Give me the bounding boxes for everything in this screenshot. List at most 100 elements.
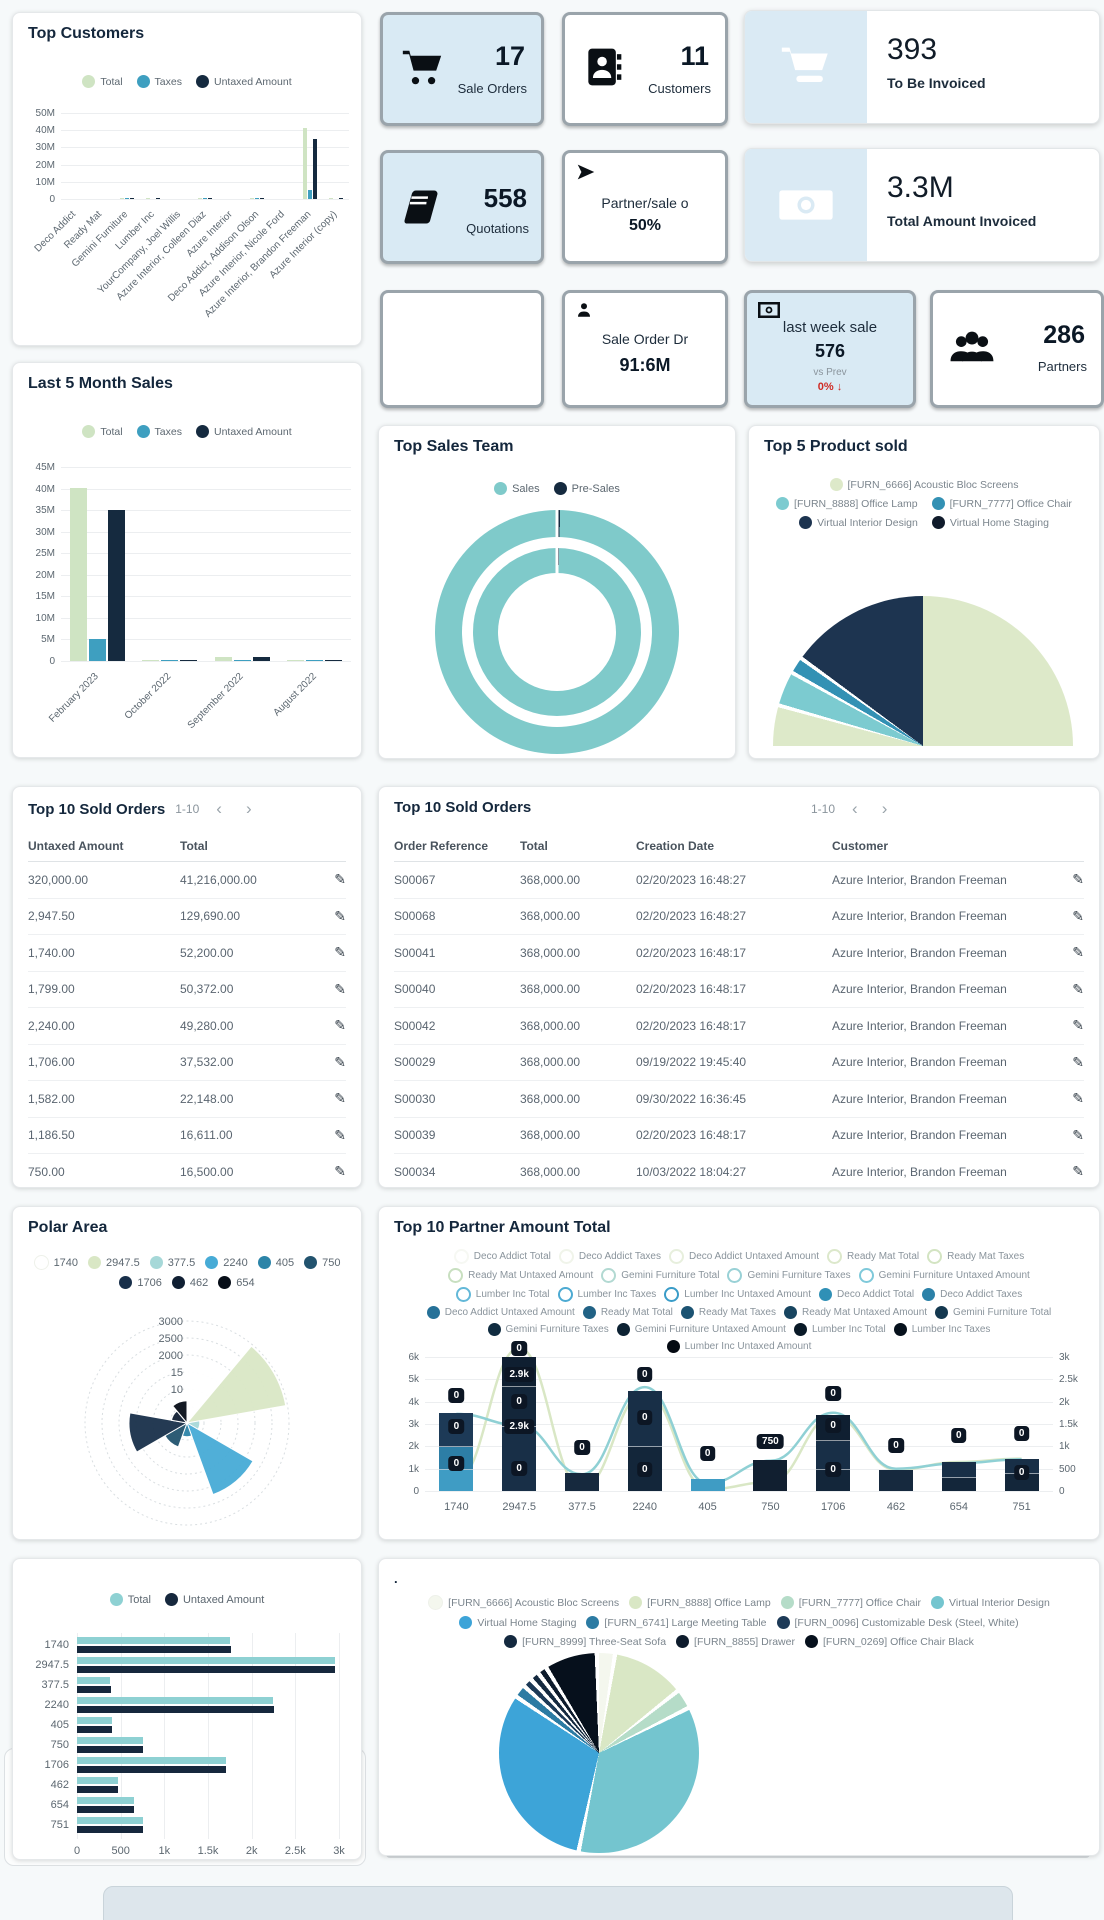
- legend-item[interactable]: [FURN_8888] Office Lamp: [776, 497, 918, 510]
- legend-item[interactable]: [FURN_6666] Acoustic Bloc Screens: [829, 478, 1019, 491]
- edit-icon[interactable]: ✎: [1072, 1053, 1084, 1070]
- legend-item[interactable]: Untaxed Amount: [195, 425, 292, 438]
- legend-item[interactable]: Gemini Furniture Total: [935, 1306, 1051, 1319]
- legend-item[interactable]: Sales: [494, 482, 540, 495]
- legend-item[interactable]: [FURN_6666] Acoustic Bloc Screens: [428, 1595, 619, 1610]
- legend-item[interactable]: 2947.5: [88, 1256, 140, 1269]
- legend-item[interactable]: Taxes: [136, 425, 182, 438]
- edit-icon[interactable]: ✎: [334, 944, 346, 961]
- legend-item[interactable]: 654: [218, 1276, 255, 1289]
- legend-item[interactable]: Lumber Inc Total: [455, 1287, 550, 1302]
- legend-item[interactable]: Ready Mat Untaxed Amount: [448, 1268, 593, 1283]
- legend-item[interactable]: Deco Addict Taxes: [922, 1288, 1022, 1301]
- edit-icon[interactable]: ✎: [334, 1090, 346, 1107]
- legend-item[interactable]: Lumber Inc Taxes: [893, 1323, 990, 1336]
- legend-item[interactable]: 377.5: [149, 1256, 195, 1269]
- legend-swatch: [793, 1323, 807, 1336]
- edit-icon[interactable]: ✎: [334, 980, 346, 997]
- legend-item[interactable]: Total: [82, 425, 123, 438]
- edit-icon[interactable]: ✎: [334, 1053, 346, 1070]
- legend-item[interactable]: Deco Addict Untaxed Amount: [426, 1306, 575, 1319]
- legend-item[interactable]: [FURN_8888] Office Lamp: [629, 1596, 771, 1609]
- legend-item[interactable]: [FURN_6741] Large Meeting Table: [586, 1616, 767, 1629]
- legend-swatch: [931, 497, 945, 510]
- edit-icon[interactable]: ✎: [334, 1163, 346, 1180]
- edit-icon[interactable]: ✎: [1072, 1090, 1084, 1107]
- legend-item[interactable]: 405: [257, 1256, 294, 1269]
- kpi-quotations[interactable]: 558 Quotations: [380, 150, 544, 264]
- legend-label: Gemini Furniture Total: [621, 1270, 720, 1281]
- legend-item[interactable]: Taxes: [136, 75, 182, 88]
- legend-item[interactable]: Pre-Sales: [553, 482, 620, 495]
- next-page-icon[interactable]: ›: [881, 799, 888, 818]
- edit-icon[interactable]: ✎: [1072, 944, 1084, 961]
- legend-item[interactable]: Ready Mat Total: [827, 1249, 919, 1264]
- edit-icon[interactable]: ✎: [334, 1126, 346, 1143]
- legend-item[interactable]: [FURN_8855] Drawer: [676, 1635, 795, 1648]
- legend-item[interactable]: 1740: [33, 1255, 78, 1270]
- legend-item[interactable]: Lumber Inc Total: [793, 1323, 886, 1336]
- edit-icon[interactable]: ✎: [334, 871, 346, 888]
- legend-item[interactable]: Deco Addict Taxes: [558, 1249, 661, 1264]
- edit-icon[interactable]: ✎: [1072, 980, 1084, 997]
- edit-icon[interactable]: ✎: [1072, 907, 1084, 924]
- legend-item[interactable]: Ready Mat Untaxed Amount: [783, 1306, 927, 1319]
- kpi-sale-orders[interactable]: 17 Sale Orders: [380, 12, 544, 126]
- kpi-to-be-invoiced[interactable]: 393 To Be Invoiced: [744, 10, 1100, 124]
- legend-item[interactable]: Ready Mat Taxes: [927, 1249, 1024, 1264]
- edit-icon[interactable]: ✎: [1072, 1017, 1084, 1034]
- legend-item[interactable]: Lumber Inc Taxes: [557, 1287, 656, 1302]
- bar: [233, 659, 251, 661]
- legend-item[interactable]: [FURN_7777] Office Chair: [780, 1596, 921, 1609]
- legend-item[interactable]: [FURN_0096] Customizable Desk (Steel, Wh…: [776, 1616, 1019, 1629]
- edit-icon[interactable]: ✎: [1072, 1163, 1084, 1180]
- legend-item[interactable]: Gemini Furniture Taxes: [487, 1323, 609, 1336]
- last-5-month-sales-card: Last 5 Month Sales Total Taxes Untaxed Amo…: [12, 362, 362, 758]
- legend-item[interactable]: Gemini Furniture Taxes: [727, 1268, 851, 1283]
- kpi-last-week-sale[interactable]: last week sale 576 vs Prev 0% ↓: [744, 290, 916, 408]
- kpi-empty-card[interactable]: [380, 290, 544, 408]
- legend-item[interactable]: [FURN_7777] Office Chair: [931, 497, 1072, 510]
- legend-item[interactable]: Lumber Inc Untaxed Amount: [664, 1287, 811, 1302]
- edit-icon[interactable]: ✎: [1072, 1126, 1084, 1143]
- legend-item[interactable]: Deco Addict Untaxed Amount: [668, 1249, 819, 1264]
- prev-page-icon[interactable]: ‹: [852, 799, 858, 818]
- legend-item[interactable]: Total: [82, 75, 123, 88]
- legend-item[interactable]: Virtual Interior Design: [799, 516, 918, 529]
- legend-item[interactable]: Gemini Furniture Untaxed Amount: [858, 1268, 1030, 1283]
- legend-item[interactable]: Ready Mat Total: [582, 1306, 673, 1319]
- legend-item[interactable]: 2240: [205, 1256, 248, 1269]
- legend-item[interactable]: 1706: [119, 1276, 162, 1289]
- legend-item[interactable]: 462: [171, 1276, 208, 1289]
- legend-item[interactable]: Untaxed Amount: [195, 75, 292, 88]
- kpi-total-invoiced[interactable]: 3.3M Total Amount Invoiced: [744, 148, 1100, 262]
- legend-item[interactable]: Lumber Inc Untaxed Amount: [666, 1340, 811, 1353]
- legend-item[interactable]: [FURN_0269] Office Chair Black: [804, 1635, 974, 1648]
- legend-item[interactable]: [FURN_8999] Three-Seat Sofa: [504, 1635, 666, 1648]
- money-icon: [774, 173, 838, 237]
- next-page-icon[interactable]: ›: [245, 799, 252, 818]
- legend-item[interactable]: Gemini Furniture Total: [601, 1268, 719, 1283]
- kpi-customers[interactable]: 11 Customers: [562, 12, 728, 126]
- edit-icon[interactable]: ✎: [1072, 871, 1084, 888]
- legend-item[interactable]: Deco Addict Total: [819, 1288, 914, 1301]
- legend-item[interactable]: Virtual Home Staging: [459, 1616, 576, 1629]
- bar-data-label: 0: [825, 1418, 841, 1434]
- legend-item[interactable]: Gemini Furniture Untaxed Amount: [616, 1323, 786, 1336]
- legend-item[interactable]: Total: [109, 1593, 151, 1606]
- legend-item[interactable]: Deco Addict Total: [453, 1249, 551, 1264]
- legend-label: 654: [236, 1276, 255, 1289]
- legend-item[interactable]: Untaxed Amount: [164, 1593, 264, 1606]
- legend-item[interactable]: Ready Mat Taxes: [680, 1306, 776, 1319]
- legend-item[interactable]: Virtual Home Staging: [931, 516, 1049, 529]
- kpi-partners[interactable]: 286 Partners: [930, 290, 1104, 408]
- kpi-partner-sale[interactable]: Partner/sale o 50%: [562, 150, 728, 264]
- legend-item[interactable]: Virtual Interior Design: [931, 1596, 1050, 1609]
- kpi-sale-order-dr[interactable]: Sale Order Dr 91:6M: [562, 290, 728, 408]
- legend-label: Gemini Furniture Total: [953, 1307, 1052, 1318]
- prev-page-icon[interactable]: ‹: [216, 799, 222, 818]
- gridline: [61, 574, 351, 576]
- edit-icon[interactable]: ✎: [334, 907, 346, 924]
- legend-item[interactable]: 750: [304, 1256, 340, 1269]
- edit-icon[interactable]: ✎: [334, 1017, 346, 1034]
